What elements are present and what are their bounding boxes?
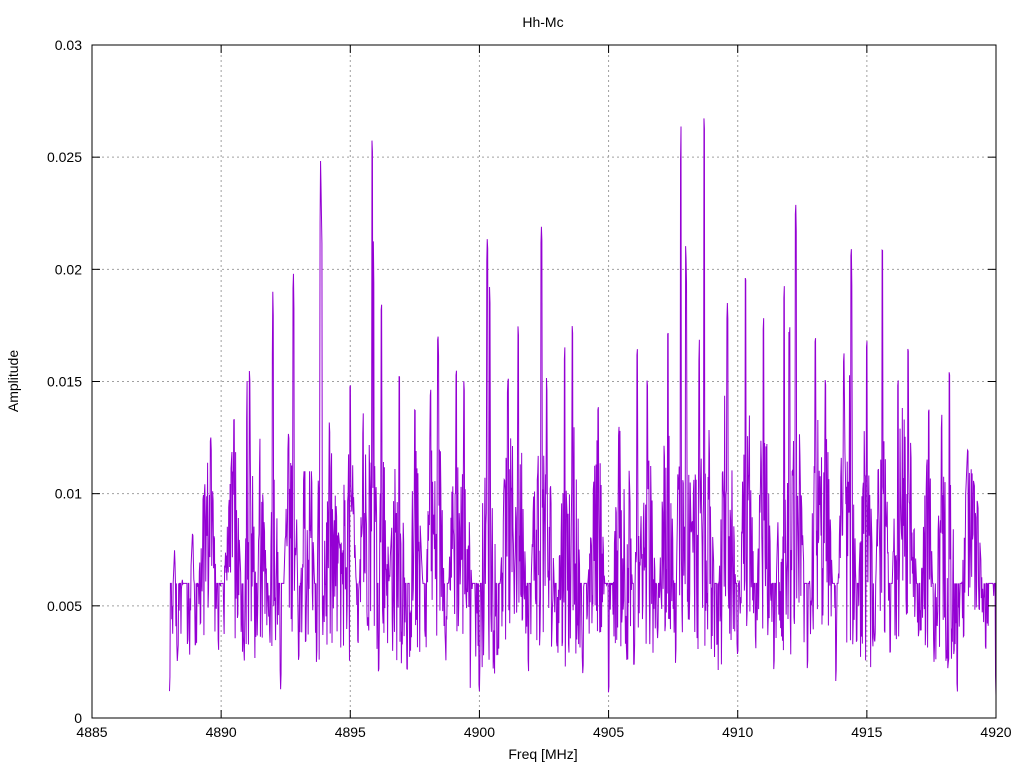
y-tick-label: 0.005 [47,598,82,614]
x-tick-label: 4885 [76,724,107,740]
y-axis-label: Amplitude [5,350,21,412]
amplitude-series-line [168,118,997,696]
y-tick-label: 0.02 [55,261,82,277]
x-tick-label: 4900 [464,724,495,740]
axis-ticks: 4885 4890 4895 4900 4905 4910 4915 4920 0 0.005 0.… [47,37,1012,740]
series-layer [168,118,997,696]
y-tick-label: 0.01 [55,486,82,502]
y-tick-label: 0.015 [47,374,82,390]
x-tick-label: 4890 [206,724,237,740]
x-tick-label: 4915 [851,724,882,740]
x-tick-label: 4910 [722,724,753,740]
y-tick-label: 0.03 [55,37,82,53]
x-tick-label: 4905 [593,724,624,740]
chart-title: Hh-Mc [522,14,563,30]
x-tick-label: 4895 [335,724,366,740]
x-tick-label: 4920 [980,724,1011,740]
x-axis-label: Freq [MHz] [508,746,577,762]
y-tick-label: 0 [74,710,82,726]
y-tick-label: 0.025 [47,149,82,165]
